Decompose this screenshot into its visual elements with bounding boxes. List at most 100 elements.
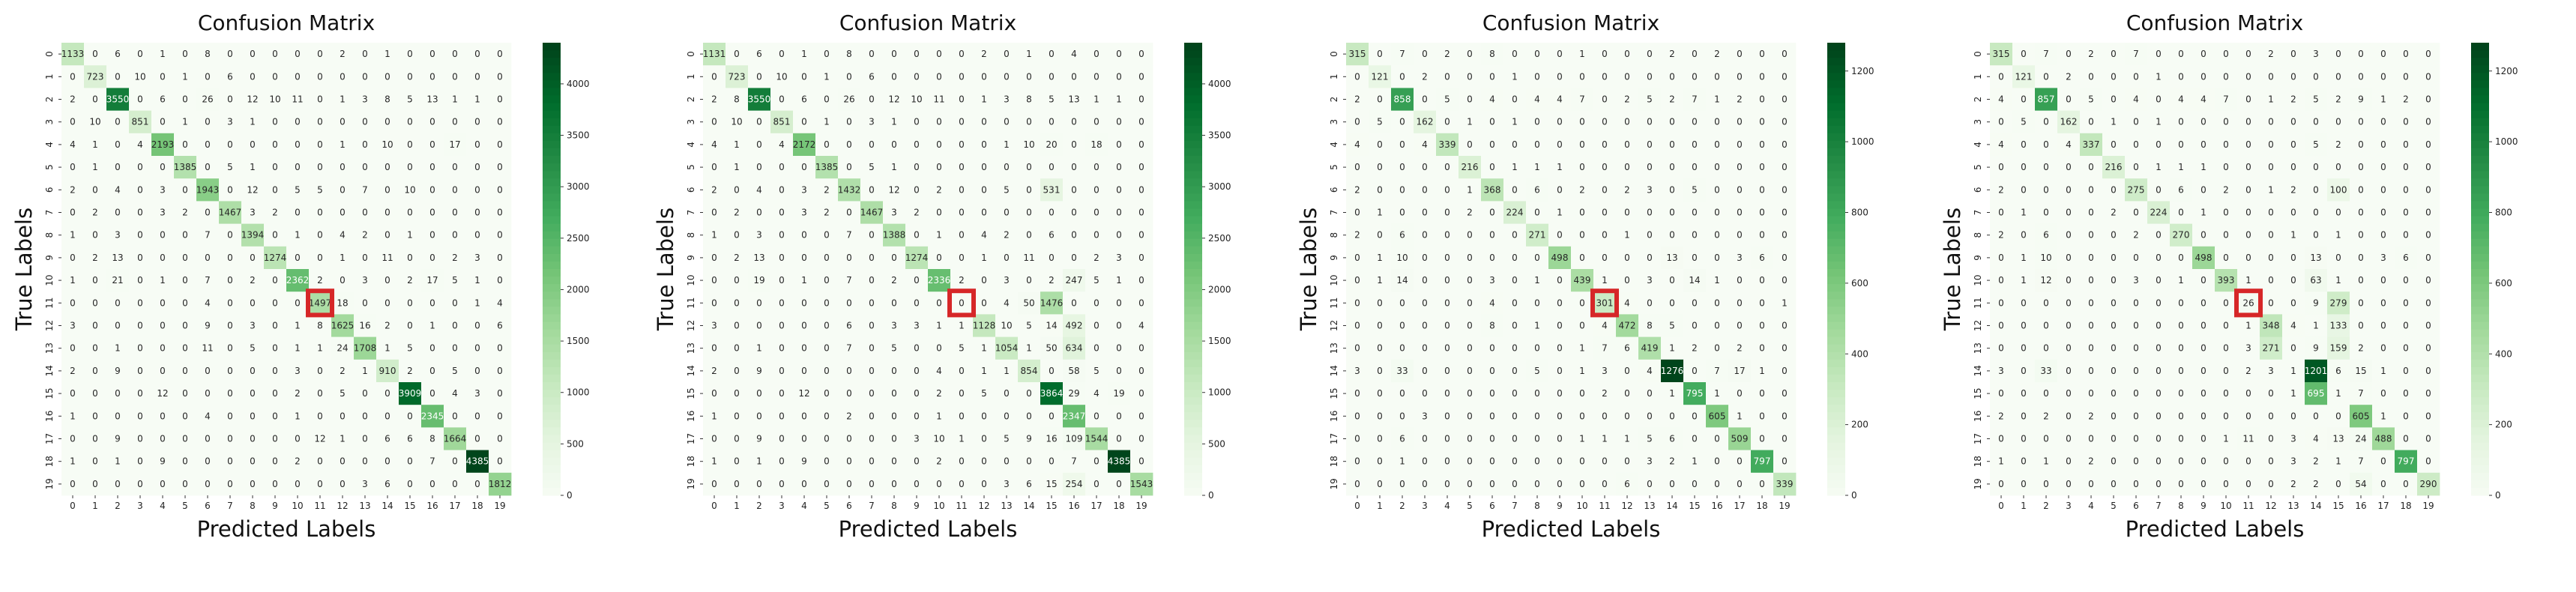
heatmap-cell (309, 110, 332, 134)
cell-value-label: 419 (1641, 343, 1659, 354)
heatmap-cell (1616, 223, 1639, 247)
heatmap-cell (1616, 65, 1639, 88)
heatmap-cell (1391, 427, 1414, 450)
highlight-box (1590, 289, 1619, 318)
y-tick-label: 12 (686, 320, 696, 331)
y-tick-label: 18 (44, 456, 55, 467)
heatmap-cell (1526, 405, 1549, 428)
heatmap-cell (748, 110, 771, 134)
colorbar-segment (2471, 156, 2489, 164)
heatmap-cell (2237, 88, 2260, 111)
cell-value-label: 12 (888, 184, 899, 195)
heatmap-cell (883, 450, 906, 474)
heatmap-cell (2125, 65, 2148, 88)
cell-value-label: 0 (936, 208, 942, 218)
cell-value-label: 0 (1782, 275, 1788, 286)
x-tick-label: 17 (2377, 501, 2389, 511)
colorbar-segment (1827, 253, 1845, 262)
heatmap-cell (1616, 450, 1639, 474)
heatmap-cell (838, 43, 861, 66)
heatmap-cell (2305, 201, 2328, 224)
colorbar-segment (1827, 390, 1845, 398)
colorbar-segment (1827, 314, 1845, 323)
cell-value-label: 0 (317, 49, 323, 59)
cell-value-label: 0 (824, 388, 830, 399)
cell-value-label: 531 (1043, 184, 1061, 195)
cell-value-label: 0 (1512, 297, 1518, 308)
heatmap-cell (2012, 427, 2036, 450)
heatmap-cell (793, 292, 816, 315)
heatmap-cell (2035, 269, 2058, 292)
cell-value-label: 0 (2425, 117, 2431, 127)
heatmap-cell (309, 178, 332, 202)
heatmap-cell (770, 314, 794, 337)
cell-value-label: 0 (1998, 297, 2004, 308)
cell-value-label: 0 (1422, 479, 1428, 489)
heatmap-cell (1638, 178, 1662, 202)
heatmap-cell (703, 405, 726, 428)
cell-value-label: 1 (1669, 388, 1675, 399)
colorbar-segment (1184, 148, 1202, 157)
cell-value-label: 0 (295, 434, 301, 444)
heatmap-cell (376, 133, 399, 157)
cell-value-label: 0 (137, 321, 143, 331)
cell-value-label: 13 (112, 253, 123, 263)
heatmap-cell (2125, 223, 2148, 247)
cell-value-label: 492 (1066, 321, 1083, 331)
colorbar-segment (543, 125, 561, 134)
heatmap-cell (1751, 178, 1774, 202)
cell-value-label: 0 (734, 275, 740, 286)
cell-value-label: 1 (936, 321, 942, 331)
heatmap-cell (1661, 314, 1684, 337)
cell-value-label: 0 (182, 184, 188, 195)
heatmap-cell (1085, 246, 1108, 270)
colorbar-segment (543, 118, 561, 127)
cell-value-label: 0 (1444, 411, 1450, 421)
heatmap-cell (2102, 405, 2126, 428)
colorbar-tick-label: 200 (1851, 420, 1868, 430)
heatmap-cell (1130, 450, 1153, 474)
cell-value-label: 10 (776, 71, 787, 82)
heatmap-cell (2237, 450, 2260, 474)
heatmap-cell (174, 427, 197, 450)
heatmap-cell (1638, 292, 1662, 315)
heatmap-cell (2395, 382, 2418, 405)
heatmap-cell (444, 427, 467, 450)
cell-value-label: 0 (1647, 230, 1653, 241)
cell-value-label: 0 (2335, 411, 2341, 421)
heatmap-cell (1130, 223, 1153, 247)
cell-value-label: 634 (1066, 343, 1083, 354)
cell-value-label: 0 (936, 297, 942, 308)
cell-value-label: 1467 (860, 208, 884, 218)
cell-value-label: 0 (250, 456, 256, 467)
heatmap-cell (883, 269, 906, 292)
cell-value-label: 0 (1647, 411, 1653, 421)
heatmap-cell (2170, 201, 2193, 224)
cell-value-label: 16 (1046, 434, 1057, 444)
colorbar-segment (1827, 261, 1845, 270)
cell-value-label: 1 (1737, 411, 1743, 421)
cell-value-label: 1274 (905, 253, 929, 263)
y-tick-label: 4 (686, 142, 696, 148)
y-tick-label: 13 (44, 342, 55, 354)
cell-value-label: 0 (2335, 208, 2341, 218)
heatmap-cell (466, 427, 489, 450)
heatmap-cell (995, 156, 1019, 179)
colorbar-segment (543, 277, 561, 285)
cell-value-label: 0 (2043, 479, 2049, 489)
heatmap-cell (286, 359, 310, 383)
colorbar-segment (1184, 178, 1202, 187)
heatmap-cell (2282, 450, 2305, 474)
cell-value-label: 0 (1557, 117, 1563, 127)
heatmap-cell (1548, 88, 1572, 111)
cell-value-label: 1 (1026, 343, 1032, 354)
cell-value-label: 0 (2088, 253, 2094, 263)
heatmap-cell (61, 292, 85, 315)
cell-value-label: 0 (1512, 275, 1518, 286)
cell-value-label: 0 (1354, 117, 1360, 127)
heatmap-cell (1593, 450, 1617, 474)
heatmap-cell (466, 178, 489, 202)
heatmap-cell (241, 336, 265, 360)
x-tick-label: 3 (137, 501, 143, 511)
cell-value-label: 0 (1489, 253, 1495, 263)
